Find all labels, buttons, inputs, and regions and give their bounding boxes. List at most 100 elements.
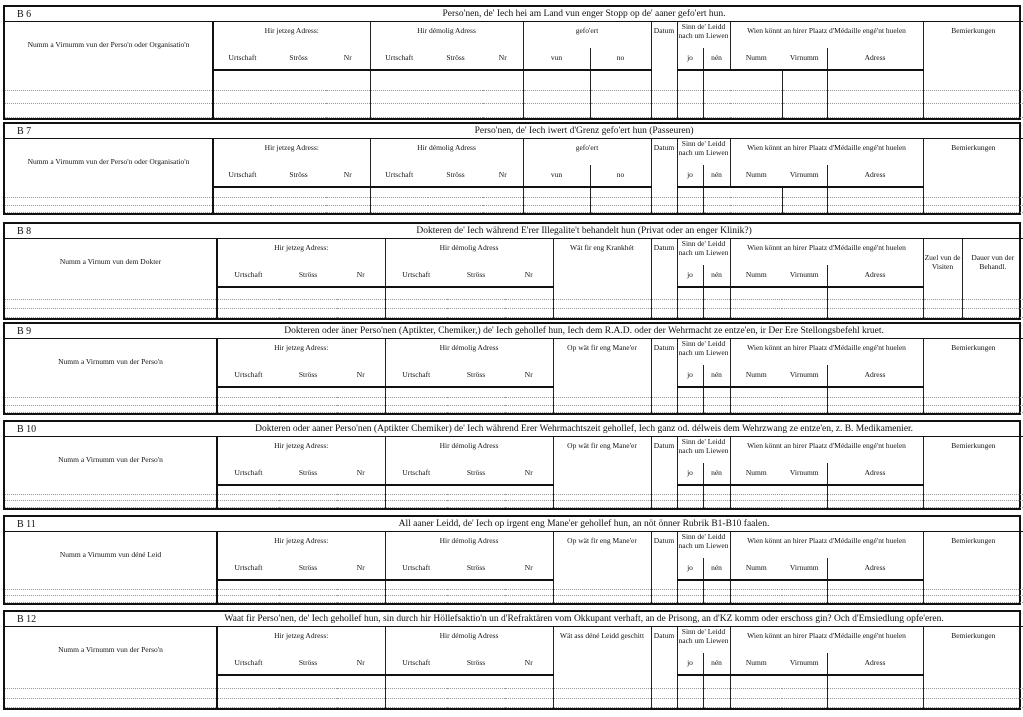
form-entry-cell[interactable] [826, 405, 923, 414]
form-entry-cell[interactable] [279, 688, 337, 699]
form-entry-cell[interactable] [337, 484, 385, 495]
form-entry-cell[interactable] [702, 500, 730, 508]
form-entry-cell[interactable] [589, 197, 651, 206]
form-entry-cell[interactable] [279, 308, 337, 318]
form-entry-cell[interactable] [922, 688, 1023, 699]
form-entry-cell[interactable] [729, 397, 782, 406]
form-entry-cell[interactable] [702, 579, 730, 590]
form-entry-cell[interactable] [212, 197, 271, 206]
form-entry-cell[interactable] [505, 308, 553, 318]
form-entry-cell[interactable] [922, 500, 1023, 508]
form-entry-cell[interactable] [384, 299, 447, 310]
form-entry-cell[interactable] [650, 90, 677, 105]
form-entry-cell[interactable] [337, 698, 385, 709]
form-entry-cell[interactable] [212, 103, 271, 118]
form-entry-cell[interactable] [384, 579, 447, 590]
form-entry-cell[interactable] [5, 308, 218, 318]
form-entry-cell[interactable] [337, 579, 385, 590]
form-entry-cell[interactable] [5, 674, 218, 690]
form-entry-cell[interactable] [522, 103, 590, 118]
form-entry-cell[interactable] [650, 494, 677, 502]
form-entry-cell[interactable] [447, 299, 505, 310]
form-entry-cell[interactable] [826, 589, 923, 597]
form-entry-cell[interactable] [5, 698, 218, 709]
form-entry-cell[interactable] [369, 69, 428, 91]
form-entry-cell[interactable] [447, 386, 505, 399]
form-entry-cell[interactable] [782, 494, 827, 502]
form-entry-cell[interactable] [702, 589, 730, 597]
form-entry-cell[interactable] [922, 595, 1023, 603]
form-entry-cell[interactable] [505, 299, 553, 310]
form-entry-cell[interactable] [483, 186, 523, 199]
form-entry-cell[interactable] [384, 308, 447, 318]
form-entry-cell[interactable] [447, 397, 505, 406]
form-entry-cell[interactable] [505, 698, 553, 709]
form-entry-cell[interactable] [552, 286, 651, 301]
form-entry-cell[interactable] [781, 69, 827, 91]
form-entry-cell[interactable] [589, 69, 651, 91]
form-entry-cell[interactable] [826, 688, 923, 699]
form-entry-cell[interactable] [5, 205, 214, 214]
form-entry-cell[interactable] [552, 484, 651, 495]
form-entry-cell[interactable] [447, 494, 505, 502]
form-entry-cell[interactable] [782, 299, 827, 310]
form-entry-cell[interactable] [730, 197, 782, 206]
form-entry-cell[interactable] [922, 494, 1023, 502]
form-entry-cell[interactable] [702, 688, 730, 699]
form-entry-cell[interactable] [676, 589, 703, 597]
form-entry-cell[interactable] [702, 405, 730, 414]
form-entry-cell[interactable] [5, 90, 214, 105]
form-entry-cell[interactable] [5, 589, 218, 597]
form-entry-cell[interactable] [5, 197, 214, 206]
form-entry-cell[interactable] [428, 103, 483, 118]
form-entry-cell[interactable] [650, 205, 677, 214]
form-entry-cell[interactable] [552, 579, 651, 590]
form-entry-cell[interactable] [384, 494, 447, 502]
form-entry-cell[interactable] [676, 90, 703, 105]
form-entry-cell[interactable] [271, 69, 326, 91]
form-entry-cell[interactable] [216, 494, 279, 502]
form-entry-cell[interactable] [522, 69, 590, 91]
form-entry-cell[interactable] [522, 205, 590, 214]
form-entry-cell[interactable] [447, 698, 505, 709]
form-entry-cell[interactable] [337, 500, 385, 508]
form-entry-cell[interactable] [676, 698, 703, 709]
form-entry-cell[interactable] [729, 286, 782, 301]
form-entry-cell[interactable] [5, 397, 218, 406]
form-entry-cell[interactable] [922, 103, 1023, 118]
form-entry-cell[interactable] [337, 674, 385, 690]
form-entry-cell[interactable] [212, 90, 271, 105]
form-entry-cell[interactable] [961, 299, 1023, 310]
form-entry-cell[interactable] [552, 589, 651, 597]
form-entry-cell[interactable] [826, 186, 923, 199]
form-entry-cell[interactable] [5, 500, 218, 508]
form-entry-cell[interactable] [5, 688, 218, 699]
form-entry-cell[interactable] [326, 197, 370, 206]
form-entry-cell[interactable] [212, 205, 271, 214]
form-entry-cell[interactable] [702, 186, 730, 199]
form-entry-cell[interactable] [781, 205, 827, 214]
form-entry-cell[interactable] [961, 308, 1023, 318]
form-entry-cell[interactable] [826, 500, 923, 508]
form-entry-cell[interactable] [676, 500, 703, 508]
form-entry-cell[interactable] [730, 103, 782, 118]
form-entry-cell[interactable] [279, 286, 337, 301]
form-entry-cell[interactable] [782, 674, 827, 690]
form-entry-cell[interactable] [730, 69, 782, 91]
form-entry-cell[interactable] [589, 186, 651, 199]
form-entry-cell[interactable] [922, 286, 962, 301]
form-entry-cell[interactable] [826, 484, 923, 495]
form-entry-cell[interactable] [216, 698, 279, 709]
form-entry-cell[interactable] [922, 308, 962, 318]
form-entry-cell[interactable] [369, 103, 428, 118]
form-entry-cell[interactable] [650, 500, 677, 508]
form-entry-cell[interactable] [483, 205, 523, 214]
form-entry-cell[interactable] [729, 674, 782, 690]
form-entry-cell[interactable] [922, 674, 1023, 690]
form-entry-cell[interactable] [5, 286, 218, 301]
form-entry-cell[interactable] [447, 286, 505, 301]
form-entry-cell[interactable] [650, 308, 677, 318]
form-entry-cell[interactable] [216, 397, 279, 406]
form-entry-cell[interactable] [505, 286, 553, 301]
form-entry-cell[interactable] [552, 494, 651, 502]
